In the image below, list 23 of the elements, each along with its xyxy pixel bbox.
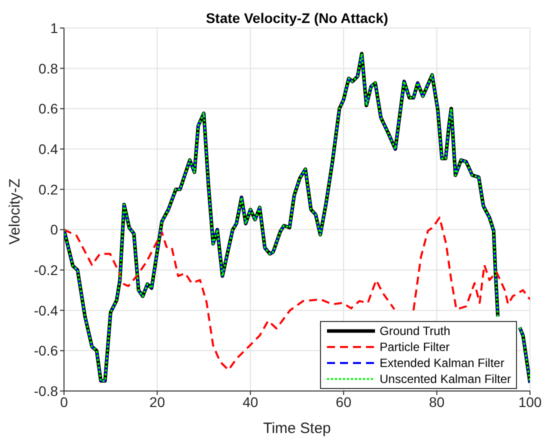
x-tick-label: 100 bbox=[518, 394, 542, 410]
legend-label: Extended Kalman Filter bbox=[380, 355, 504, 371]
chart-title: State Velocity-Z (No Attack) bbox=[204, 10, 390, 26]
x-tick-label: 60 bbox=[336, 394, 352, 410]
y-tick-label: -0.6 bbox=[34, 342, 58, 359]
y-axis-title: Velocity-Z bbox=[6, 178, 24, 244]
legend-label: Ground Truth bbox=[380, 323, 450, 339]
y-tick-label: -0.2 bbox=[34, 262, 58, 278]
x-axis-title: Time Step bbox=[263, 420, 331, 437]
legend-label: Particle Filter bbox=[380, 339, 450, 355]
x-tick-label: 40 bbox=[242, 394, 258, 410]
y-tick-label: 0 bbox=[50, 222, 58, 238]
y-tick-label: -0.8 bbox=[34, 382, 58, 399]
y-tick-label: 0.6 bbox=[38, 100, 58, 117]
y-tick-label: 1 bbox=[50, 20, 58, 36]
y-tick-label: 0.4 bbox=[38, 140, 58, 157]
x-tick-label: 0 bbox=[60, 394, 68, 410]
x-tick-label: 80 bbox=[429, 394, 445, 410]
y-tick-label: 0.2 bbox=[38, 181, 58, 198]
x-tick-label: 20 bbox=[149, 394, 166, 410]
y-tick-label: -0.4 bbox=[34, 302, 58, 318]
y-tick-label: 0.8 bbox=[38, 60, 58, 76]
legend-label: Unscented Kalman Filter bbox=[380, 371, 511, 387]
